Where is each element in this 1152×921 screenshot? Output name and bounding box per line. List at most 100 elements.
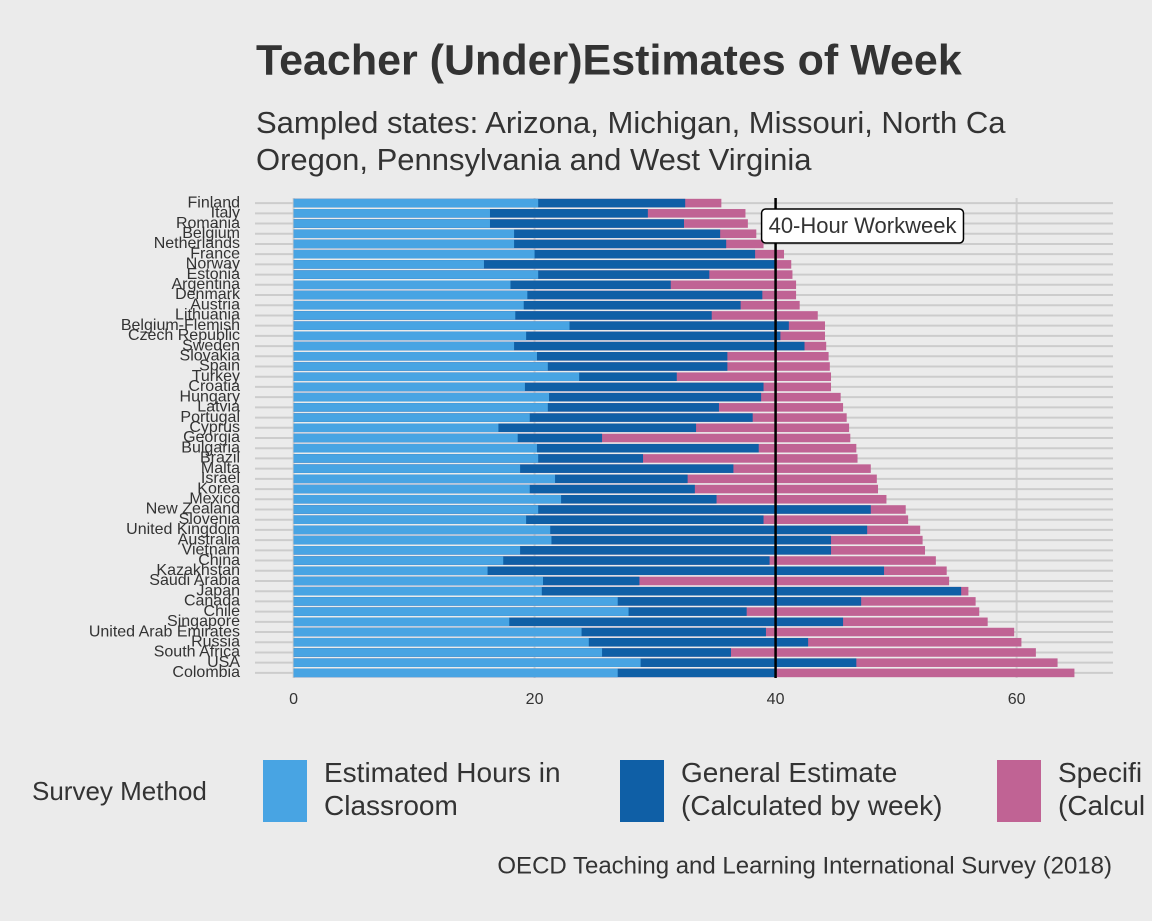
bar (293, 229, 515, 239)
bar (293, 311, 516, 320)
y-tick-label: France (190, 245, 240, 262)
bar (293, 423, 499, 433)
bar (293, 607, 629, 616)
y-tick-label: Japan (196, 582, 240, 599)
y-tick-label: Vietnam (182, 542, 240, 559)
legend-label-line: (Calculated by week) (681, 790, 942, 821)
bar (293, 658, 641, 667)
caption: OECD Teaching and Learning International… (497, 852, 1112, 879)
bar (293, 362, 548, 371)
bar (293, 505, 871, 514)
y-tick-label: Slovenia (179, 511, 240, 528)
y-tick-label: Colombia (172, 664, 240, 681)
bar (293, 535, 552, 545)
bar (293, 198, 539, 208)
chart-subtitle: Oregon, Pennsylvania and West Virginia (256, 142, 812, 177)
y-tick-label: Norway (186, 256, 240, 273)
bar (293, 341, 515, 351)
bar (293, 566, 885, 576)
y-tick-label: Spain (199, 358, 240, 375)
y-tick-label: Netherlands (154, 235, 240, 252)
y-tick-label: Lithuania (175, 307, 240, 324)
legend-label-line: Specifi (1058, 757, 1142, 788)
legend-label-line: Estimated Hours in (324, 757, 561, 788)
bar (293, 494, 562, 504)
y-tick-label: United Arab Emirates (89, 623, 240, 640)
bar (293, 546, 521, 555)
legend-label: Specifi (Calcul (1058, 757, 1145, 821)
bar (293, 464, 521, 473)
y-tick-label: Brazil (200, 450, 240, 467)
bar (293, 546, 832, 555)
bar (293, 219, 490, 228)
chart-title: Teacher (Under)Estimates of Week (256, 36, 962, 84)
y-tick-label: Chile (204, 603, 241, 620)
bar (293, 239, 515, 249)
bar (293, 290, 763, 300)
bar (293, 321, 570, 330)
bar (293, 576, 544, 586)
y-tick-label: Belgium-Flemish (121, 317, 240, 334)
bar (293, 382, 525, 392)
y-tick-label: United Kingdom (126, 521, 240, 538)
bar (293, 352, 537, 361)
bar (293, 209, 490, 218)
y-tick-label: Austria (190, 296, 240, 313)
bar (293, 505, 539, 514)
bar (293, 382, 764, 392)
bar (293, 270, 539, 279)
bar (293, 474, 556, 484)
legend-label: General Estimate (Calculated by week) (681, 757, 942, 821)
y-tick-label: Latvia (197, 399, 240, 416)
legend-key (997, 760, 1041, 822)
bar (293, 525, 868, 535)
bar (293, 413, 530, 422)
bar (293, 260, 776, 269)
y-tick-label: Mexico (189, 490, 240, 507)
y-tick-label: USA (207, 654, 240, 671)
bar (293, 433, 518, 443)
bar (293, 566, 488, 576)
bar (293, 535, 832, 545)
bar (293, 586, 542, 596)
reference-label-text: 40-Hour Workweek (769, 213, 958, 238)
legend-title: Survey Method (32, 776, 207, 806)
legend-label-line: General Estimate (681, 757, 897, 788)
y-tick-label: Kazakhstan (156, 562, 240, 579)
bar (293, 249, 535, 259)
bar (293, 372, 580, 382)
bar (293, 648, 603, 657)
bar (293, 280, 511, 290)
legend-label-line: Classroom (324, 790, 458, 821)
y-tick-label: Bulgaria (181, 439, 240, 456)
chart-subtitle: Sampled states: Arizona, Michigan, Misso… (256, 105, 1006, 140)
bar (293, 515, 527, 524)
y-tick-label: Portugal (180, 409, 240, 426)
legend-label: Estimated Hours in Classroom (324, 757, 561, 821)
x-tick-label: 0 (289, 691, 298, 708)
y-tick-label: Croatia (188, 378, 240, 395)
x-tick-label: 20 (526, 691, 544, 708)
y-tick-label: Australia (178, 531, 240, 548)
bar (293, 627, 582, 637)
bar (293, 556, 504, 565)
y-tick-label: Malta (201, 460, 240, 477)
y-tick-label: New Zealand (146, 501, 240, 518)
y-tick-label: Cyprus (189, 419, 240, 436)
label-box (760, 208, 965, 244)
bar (293, 392, 550, 402)
y-tick-label: Czech Republic (128, 327, 240, 344)
y-tick-label: Russia (191, 633, 240, 650)
bar (293, 617, 844, 627)
bar (293, 668, 618, 678)
bar (293, 617, 510, 627)
bar (293, 454, 539, 463)
legend-key (620, 760, 664, 822)
y-tick-label: Denmark (175, 286, 241, 303)
bar (293, 556, 770, 565)
y-tick-label: Saudi Arabia (149, 572, 240, 589)
x-tick-label: 60 (1008, 691, 1026, 708)
y-tick-label: Turkey (192, 368, 240, 385)
bar (293, 484, 530, 494)
y-tick-label: Estonia (187, 266, 240, 283)
